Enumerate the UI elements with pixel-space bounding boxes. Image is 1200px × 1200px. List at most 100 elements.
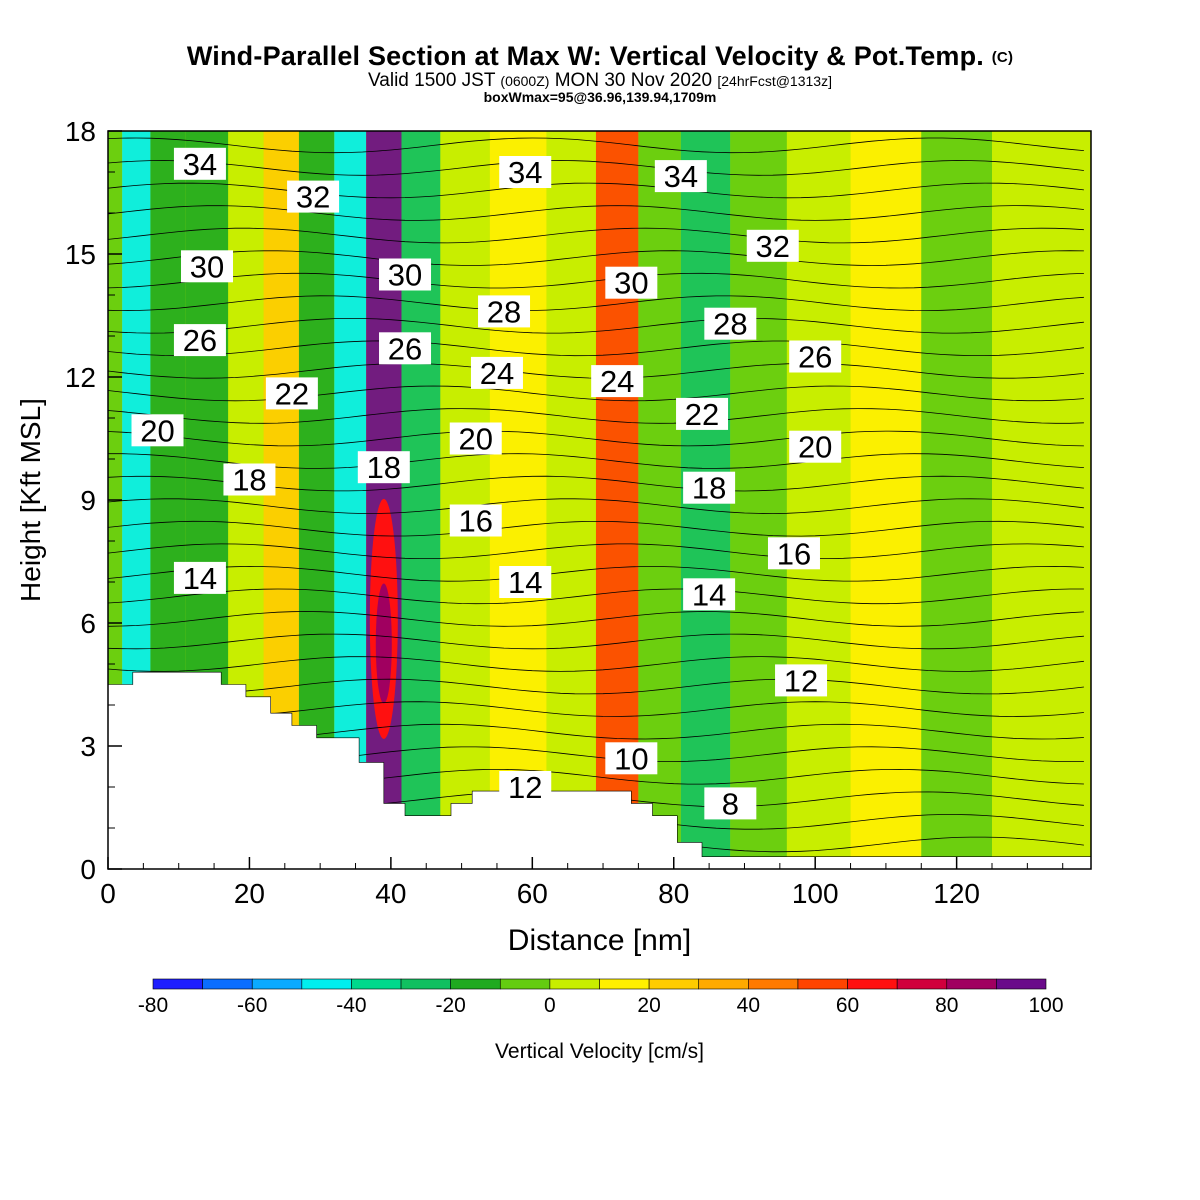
theta-label: 14 <box>508 565 542 600</box>
theta-label: 34 <box>508 155 542 190</box>
theta-label-box <box>173 147 226 180</box>
theta-label: 18 <box>692 471 726 506</box>
colorbar-swatch <box>152 978 203 990</box>
theta-label: 14 <box>183 561 217 596</box>
theta-label: 8 <box>722 786 739 821</box>
colorbar-swatch <box>400 978 451 990</box>
theta-label-box <box>704 787 757 820</box>
chart-subtitle: Valid 1500 JST (0600Z) MON 30 Nov 2020 [… <box>0 70 1200 91</box>
x-axis-label: Distance [nm] <box>508 924 691 957</box>
max-w-core <box>375 583 392 704</box>
chart-title-text: Wind-Parallel Section at Max W: Vertical… <box>186 41 985 71</box>
colorbar-swatch <box>301 978 352 990</box>
colorbar-label: Vertical Velocity [cm/s] <box>495 1040 704 1063</box>
theta-contour-line <box>108 498 1084 514</box>
copyright-mark: (C) <box>991 49 1014 66</box>
theta-label: 14 <box>692 577 726 612</box>
theta-label-box <box>499 771 552 803</box>
theta-label: 18 <box>367 450 401 485</box>
theta-label: 32 <box>296 180 330 215</box>
theta-label-box <box>591 365 644 398</box>
theta-label: 30 <box>614 266 648 301</box>
theta-label-box <box>173 561 226 594</box>
theta-contour-line <box>108 408 1084 424</box>
y-tick-label: 9 <box>80 485 96 516</box>
colorbar-tick-label: -80 <box>138 994 168 1017</box>
y-axis-label: Height [Kft MSL] <box>15 398 46 602</box>
y-tick-label: 6 <box>80 608 96 639</box>
colorbar-swatch <box>499 978 551 990</box>
velocity-band <box>401 131 441 869</box>
theta-label: 12 <box>784 663 818 698</box>
theta-label: 26 <box>388 331 422 366</box>
colorbar-tick-label: 60 <box>836 994 859 1017</box>
theta-label: 20 <box>798 430 832 465</box>
theta-label-box <box>287 180 340 213</box>
theta-contour-line <box>108 272 1084 289</box>
theta-contour-line <box>108 160 1084 176</box>
y-tick-label: 12 <box>65 362 96 393</box>
theta-label-box <box>499 566 552 598</box>
theta-label-box <box>357 451 410 484</box>
theta-label-box <box>223 463 276 496</box>
theta-label: 20 <box>140 413 174 448</box>
theta-contour-line <box>108 430 1084 447</box>
theta-label: 12 <box>508 770 542 805</box>
theta-label-box <box>683 471 736 504</box>
theta-label-box <box>131 414 184 447</box>
colorbar-tick-label: -40 <box>336 994 366 1017</box>
theta-contour-line <box>108 227 1084 244</box>
theta-label: 10 <box>614 741 648 776</box>
colorbar-swatch <box>698 978 749 990</box>
theta-label-box <box>767 537 820 570</box>
velocity-band <box>546 131 596 869</box>
x-tick-label: 0 <box>100 878 116 909</box>
colorbar-swatch <box>251 978 303 990</box>
theta-label: 18 <box>232 463 266 498</box>
theta-label-box <box>605 266 658 299</box>
theta-contour-line <box>108 340 1084 357</box>
axes: 0 20 40 60 80 100 120 0 3 6 9 12 15 18 Distance [nm] He… <box>15 116 1064 957</box>
theta-label-box <box>683 578 736 611</box>
theta-label-box <box>478 295 531 328</box>
theta-contour-line <box>108 633 1084 650</box>
box-max-info: boxWmax=95@36.96,139.94,1709m <box>483 89 717 105</box>
valid-zulu: (0600Z) <box>500 73 550 89</box>
colorbar-swatch <box>351 978 402 990</box>
theta-contour-line <box>108 205 1084 221</box>
theta-label-box <box>499 156 552 188</box>
theta-label: 34 <box>183 147 217 182</box>
terrain-shape <box>107 671 1092 870</box>
colorbar-swatch <box>847 978 898 990</box>
theta-label: 20 <box>458 422 492 457</box>
colorbar-tick-label: 0 <box>544 994 556 1017</box>
colorbar-tick-label: 20 <box>637 994 660 1017</box>
theta-label-box <box>173 324 226 357</box>
x-tick-label: 20 <box>234 878 265 909</box>
colorbar-swatch <box>450 978 501 990</box>
theta-label-box <box>449 504 502 537</box>
y-tick-label: 15 <box>65 239 96 270</box>
theta-label-box <box>775 664 828 697</box>
theta-contour-line <box>108 611 1084 627</box>
theta-contour-line <box>108 137 1084 154</box>
theta-label-box <box>654 160 707 193</box>
colorbar-tick-label: -60 <box>237 994 267 1017</box>
theta-label: 24 <box>600 364 634 399</box>
x-tick-label: 80 <box>658 878 689 909</box>
velocity-band <box>850 131 922 869</box>
theta-contour-line <box>108 295 1084 312</box>
colorbar-swatch <box>202 978 253 990</box>
y-tick-label: 3 <box>80 731 96 762</box>
theta-label: 28 <box>713 307 747 342</box>
x-tick-label: 40 <box>375 878 406 909</box>
colorbar-swatch <box>797 978 848 990</box>
valid-date: MON 30 Nov 2020 <box>554 70 713 91</box>
theta-label-box <box>265 377 318 410</box>
theta-contour-line <box>108 678 1084 695</box>
theta-contour-line <box>108 543 1084 559</box>
forecast-info: [24hrFcst@1313z] <box>717 73 832 89</box>
theta-label: 32 <box>756 229 790 264</box>
theta-label: 34 <box>664 159 698 194</box>
